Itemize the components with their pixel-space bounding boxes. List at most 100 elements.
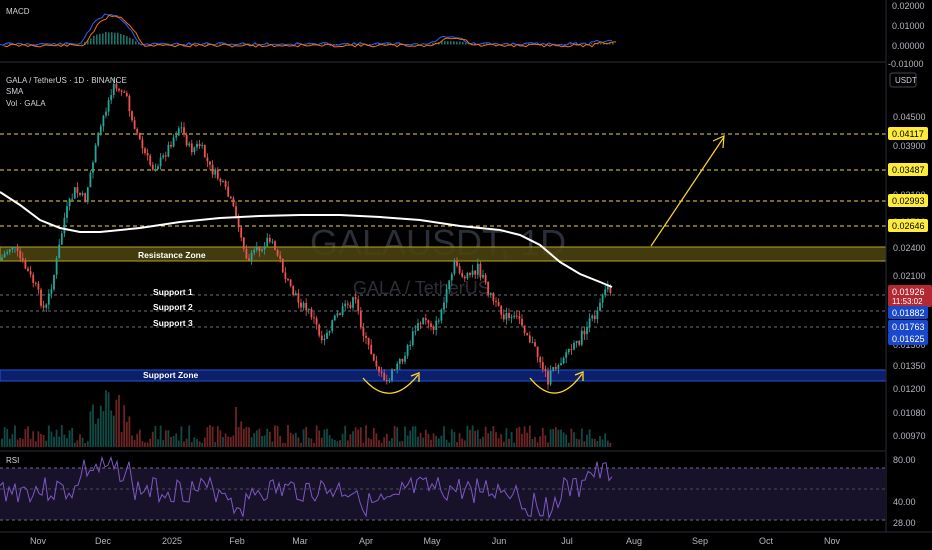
volume-bar [583, 441, 586, 447]
volume-bar [224, 433, 227, 447]
candle-body [573, 342, 575, 350]
candle-body [526, 332, 529, 336]
volume-bar [445, 439, 448, 447]
volume-bar [183, 441, 185, 447]
level-badge[interactable] [888, 219, 928, 232]
double-bottom-arrow-1[interactable] [362, 372, 420, 394]
price-tick: 0.04500 [893, 112, 926, 122]
volume-bar [305, 426, 308, 447]
support-badge-value: 0.01763 [892, 322, 925, 332]
main-pane: GALAUSDT, 1D GALA / TetherUS [0, 76, 887, 452]
volume-bar [284, 442, 287, 447]
double-bottom-arrow-2[interactable] [529, 371, 584, 394]
time-axis[interactable]: Nov Dec 2025 Feb Mar Apr May Jun Jul Aug Sep Oct Nov [0, 531, 932, 546]
symbol-legend[interactable]: GALA / TetherUS · 1D · BINANCE [6, 76, 127, 85]
candle-body [297, 293, 300, 303]
candle-body [232, 198, 235, 207]
level-badge[interactable] [888, 194, 928, 207]
volume-bar [541, 427, 544, 447]
volume-bar [11, 434, 14, 447]
macd-histogram-bar [600, 43, 602, 45]
support-badge[interactable] [888, 306, 928, 319]
currency-button[interactable] [889, 72, 917, 88]
macd-histogram-bar [456, 41, 458, 45]
support-badge[interactable] [888, 332, 928, 345]
candle-body [424, 318, 427, 321]
candle-body [388, 380, 391, 382]
price-axis[interactable]: USDT 0.045000.039000.034000.031000.02700… [885, 0, 932, 532]
macd-histogram-bar [474, 43, 476, 45]
candle-body [81, 193, 84, 195]
volume-bar [357, 429, 360, 447]
volume-bar [599, 436, 601, 447]
candle-body [479, 263, 482, 278]
candle-body [359, 311, 362, 328]
candle-body [266, 237, 269, 247]
candle-body [580, 330, 583, 345]
candle-body [515, 315, 518, 317]
candle-body [310, 309, 313, 318]
sma-legend[interactable]: SMA [6, 87, 24, 96]
volume-bar [50, 431, 53, 447]
volume-bar [531, 439, 534, 447]
macd-histogram-bar [570, 43, 572, 45]
support-badge[interactable] [888, 320, 928, 333]
macd-title: MACD [6, 7, 30, 16]
volume-bar [526, 432, 529, 447]
volume-bar [508, 438, 510, 447]
volume-bar [469, 429, 471, 447]
candle-body [385, 380, 388, 382]
candle-body [409, 345, 412, 347]
candle-body [510, 316, 513, 318]
resistance-zone[interactable] [0, 246, 887, 262]
candle-body [1, 257, 3, 260]
macd-histogram-bar [156, 43, 158, 45]
macd-histogram-bar [549, 43, 551, 45]
candle-body [53, 274, 55, 290]
volume-bar [159, 425, 162, 447]
rsi-line [0, 455, 613, 520]
candle-body [268, 237, 271, 242]
macd-histogram-bar [453, 41, 455, 45]
volume-legend[interactable]: Vol · GALA [6, 99, 46, 108]
macd-histogram-bar [111, 32, 113, 45]
macd-histogram-bar [195, 43, 197, 45]
volume-bar [495, 432, 497, 447]
candle-body [253, 249, 256, 253]
level-badge[interactable] [888, 163, 928, 176]
volume-bar [167, 430, 170, 447]
candle-body [609, 285, 612, 293]
candle-body [123, 91, 126, 93]
candle-body [539, 357, 542, 363]
volume-bar [476, 429, 479, 447]
macd-histogram-bar [6, 43, 8, 45]
candle-body [427, 320, 430, 324]
candle-body [248, 258, 250, 261]
volume-bar [463, 440, 466, 447]
support-zone[interactable] [0, 369, 887, 382]
volume-bar [497, 438, 500, 447]
macd-histogram-bar [207, 43, 209, 45]
volume-bar [398, 441, 401, 447]
candle-body [599, 302, 601, 311]
candle-body [183, 127, 185, 135]
macd-histogram-bar [459, 41, 461, 45]
volume-bar [297, 437, 300, 447]
candle-body [565, 352, 568, 358]
candle-body [279, 255, 282, 259]
volume-bar [354, 427, 357, 447]
volume-bar [578, 439, 581, 447]
volume-bar [404, 426, 406, 447]
candle-body [118, 88, 120, 91]
candle-body [3, 253, 6, 258]
projection-arrow[interactable] [650, 135, 725, 247]
volume-bar [430, 439, 432, 447]
volume-bar [515, 428, 518, 447]
volume-bar [58, 436, 61, 447]
candle-body [128, 96, 131, 112]
level-badge[interactable] [888, 127, 928, 140]
current-price-badge[interactable] [888, 285, 932, 307]
candle-body [258, 246, 261, 251]
macd-histogram-bar [483, 43, 485, 45]
